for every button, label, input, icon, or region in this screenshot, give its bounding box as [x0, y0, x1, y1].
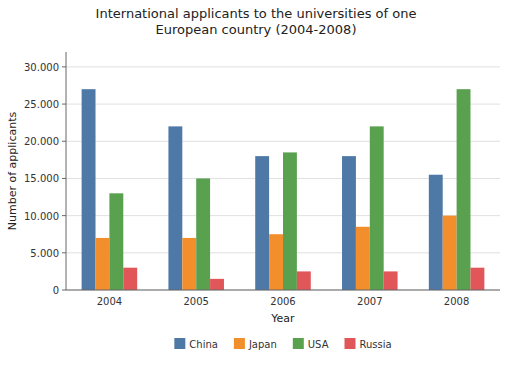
y-tick [62, 141, 66, 142]
x-tick-label: 2004 [97, 296, 122, 307]
y-tick-label: 30.000 [24, 62, 59, 73]
y-tick [62, 66, 66, 67]
x-tick-label: 2005 [183, 296, 208, 307]
y-tick [62, 178, 66, 179]
legend-swatch [174, 338, 185, 349]
legend-label: China [189, 339, 218, 350]
chart: International applicants to the universi… [0, 0, 512, 388]
grid-line [66, 290, 500, 291]
legend: China Japan USA Russia [174, 338, 391, 350]
y-tick-label: 25.000 [24, 99, 59, 110]
bar [255, 156, 269, 290]
y-tick [62, 104, 66, 105]
y-axis-label: Number of applicants [6, 112, 19, 231]
y-tick-label: 20.000 [24, 136, 59, 147]
legend-swatch [293, 338, 304, 349]
title-line: European country (2004-2008) [156, 22, 357, 37]
grid-line [66, 104, 500, 105]
bar [182, 238, 196, 290]
y-tick [62, 252, 66, 253]
x-tick-label: 2008 [444, 296, 469, 307]
bar [168, 126, 182, 290]
bar [96, 238, 110, 290]
bar [457, 89, 471, 290]
bars [82, 89, 485, 290]
bar [342, 156, 356, 290]
grid-line [66, 141, 500, 142]
x-axis-label: Year [270, 312, 295, 325]
legend-label: USA [308, 339, 329, 350]
bar [123, 268, 137, 290]
y-axis-line [66, 52, 67, 290]
bar [283, 152, 297, 290]
bar [109, 193, 123, 290]
title: International applicants to the universi… [96, 6, 417, 37]
bar [370, 126, 384, 290]
grid-line [66, 66, 500, 67]
legend-label: Japan [248, 339, 277, 350]
bar [384, 271, 398, 290]
bar [269, 234, 283, 290]
x-tick-label: 2006 [270, 296, 295, 307]
bar [196, 178, 210, 290]
bar [429, 175, 443, 290]
y-tick [62, 290, 66, 291]
x-tick-label: 2007 [357, 296, 382, 307]
bar [470, 268, 484, 290]
y-tick [62, 215, 66, 216]
bar [82, 89, 96, 290]
bar [210, 279, 224, 290]
x-axis-line [66, 290, 500, 291]
y-tick-label: 5.000 [30, 248, 59, 259]
legend-label: Russia [360, 339, 392, 350]
title-line: International applicants to the universi… [96, 6, 417, 21]
bar [356, 227, 370, 290]
legend-swatch [234, 338, 245, 349]
y-tick-label: 0 [53, 285, 59, 296]
bar [297, 271, 311, 290]
legend-swatch [345, 338, 356, 349]
bar [443, 216, 457, 290]
y-tick-label: 10.000 [24, 211, 59, 222]
y-tick-label: 15.000 [24, 173, 59, 184]
